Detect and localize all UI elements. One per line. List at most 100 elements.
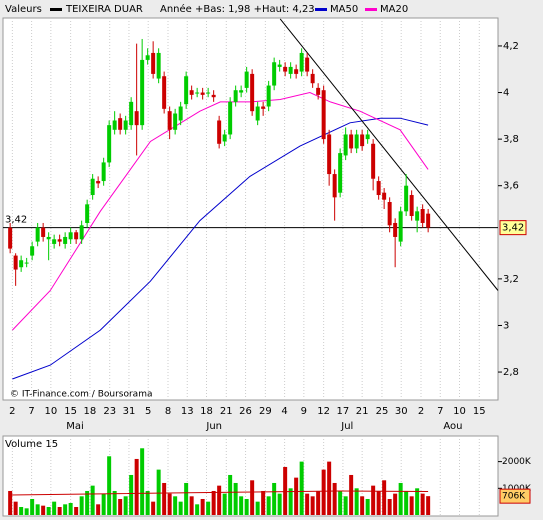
volume-bar xyxy=(85,490,90,515)
x-tick-label: 23 xyxy=(103,406,116,417)
volume-box xyxy=(499,488,531,504)
y-tick-label: 3 xyxy=(503,320,509,331)
month-label: Jun xyxy=(205,421,222,432)
candle-body xyxy=(101,162,106,182)
x-tick-label: 10 xyxy=(44,406,57,417)
volume-bar xyxy=(310,496,315,515)
volume-bar xyxy=(13,501,18,515)
volume-bar xyxy=(382,480,387,515)
volume-bar xyxy=(90,485,95,515)
candle-body xyxy=(200,92,205,95)
volume-bar xyxy=(393,493,398,515)
candle-body xyxy=(266,85,271,107)
candle-body xyxy=(409,195,414,216)
price-box xyxy=(499,220,527,236)
candle-body xyxy=(74,232,79,240)
volume-bar xyxy=(46,506,51,515)
x-tick-label: 17 xyxy=(337,406,350,417)
volume-bar xyxy=(288,488,293,515)
candle-body xyxy=(426,213,431,228)
volume-bar xyxy=(156,469,161,515)
x-tick-label: 25 xyxy=(376,406,389,417)
legend-entry: MA50 xyxy=(330,4,358,15)
candle-body xyxy=(184,76,189,105)
volume-bar xyxy=(118,498,123,515)
candle-body xyxy=(354,134,359,149)
candle-body xyxy=(140,59,145,126)
volume-bar xyxy=(376,490,381,515)
volume-bar xyxy=(327,461,332,515)
candle-body xyxy=(19,260,24,268)
volume-bar xyxy=(211,490,216,515)
candle-body xyxy=(338,153,343,193)
candle-body xyxy=(349,134,354,149)
candle-body xyxy=(30,246,35,256)
subtitle: Année +Bas: 1,98 +Haut: 4,23 xyxy=(160,3,315,15)
candle-body xyxy=(96,181,101,184)
x-tick-label: 13 xyxy=(181,406,194,417)
month-label: Mai xyxy=(66,421,84,432)
candle-body xyxy=(173,113,178,130)
x-tick-label: 21 xyxy=(356,406,369,417)
volume-bar xyxy=(228,474,233,515)
candle-body xyxy=(79,225,84,240)
legend-label: Valeurs xyxy=(5,4,42,15)
candle-body xyxy=(250,73,255,112)
month-label: Jul xyxy=(340,421,353,432)
x-tick-label: 10 xyxy=(453,406,466,417)
y-tick-label: 2,8 xyxy=(503,367,519,378)
candle-body xyxy=(151,52,156,74)
volume-bar xyxy=(217,485,222,515)
candle-body xyxy=(415,211,420,221)
volume-bar xyxy=(184,482,189,515)
candle-body xyxy=(261,106,266,109)
candle-body xyxy=(420,209,425,223)
volume-bar xyxy=(272,482,277,515)
candle-body xyxy=(162,76,167,109)
candle-body xyxy=(365,134,370,140)
y-tick-label: 3,8 xyxy=(503,134,519,145)
candle-body xyxy=(299,52,304,72)
x-tick-label: 7 xyxy=(437,406,443,417)
x-tick-label: 30 xyxy=(395,406,408,417)
legend-swatch xyxy=(315,8,327,11)
moving-average xyxy=(12,91,429,331)
x-tick-label: 26 xyxy=(239,406,252,417)
x-tick-label: 7 xyxy=(28,406,34,417)
price-box-label: 3,42 xyxy=(502,223,524,234)
x-tick-label: 2 xyxy=(418,406,424,417)
candle-body xyxy=(52,239,57,244)
volume-bar xyxy=(167,493,172,515)
volume-bar xyxy=(332,482,337,515)
candle-body xyxy=(393,222,398,237)
x-tick-label: 21 xyxy=(220,406,233,417)
candle-body xyxy=(305,57,310,72)
volume-bar xyxy=(299,461,304,515)
credit: © IT-Finance.com / Boursorama xyxy=(10,390,152,400)
candle-body xyxy=(387,202,392,226)
volume-bar xyxy=(244,498,249,515)
volume-ma xyxy=(10,490,429,496)
x-tick-label: 18 xyxy=(84,406,97,417)
x-tick-label: 29 xyxy=(259,406,272,417)
x-tick-label: 9 xyxy=(301,406,307,417)
y-tick-label: 2000K xyxy=(502,457,532,467)
volume-bar xyxy=(145,490,150,515)
candle-body xyxy=(228,101,233,135)
candle-body xyxy=(360,134,365,147)
legend-entry: MA20 xyxy=(380,4,408,15)
candle-body xyxy=(123,120,128,130)
y-tick-label: 4,2 xyxy=(503,41,519,52)
volume-bar xyxy=(354,488,359,515)
volume-bar xyxy=(360,496,365,515)
volume-bar xyxy=(123,496,128,515)
candle-body xyxy=(288,66,293,74)
volume-bar xyxy=(19,506,24,515)
candle-body xyxy=(129,101,134,126)
legend-swatch xyxy=(50,8,62,11)
volume-bar xyxy=(266,496,271,515)
candle-body xyxy=(195,92,200,94)
x-tick-label: 15 xyxy=(64,406,77,417)
candle-body xyxy=(85,204,90,223)
volume-bar xyxy=(343,496,348,515)
